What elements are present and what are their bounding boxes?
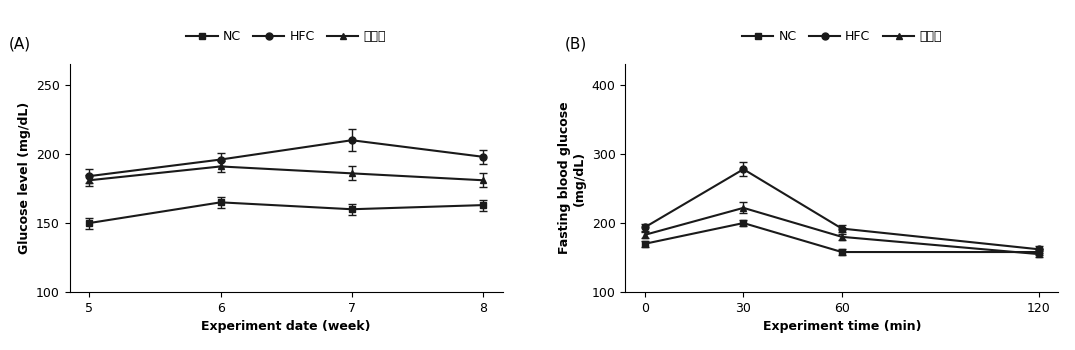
Text: (B): (B) [564,37,587,52]
X-axis label: Experiment time (min): Experiment time (min) [762,320,921,333]
X-axis label: Experiment date (week): Experiment date (week) [201,320,371,333]
Text: (A): (A) [9,37,31,52]
Legend: NC, HFC, 약모밀: NC, HFC, 약모밀 [182,25,391,48]
Legend: NC, HFC, 약모밀: NC, HFC, 약모밀 [737,25,947,48]
Y-axis label: Glucose level (mg/dL): Glucose level (mg/dL) [17,102,30,254]
Y-axis label: Fasting blood glucose
(mg/dL): Fasting blood glucose (mg/dL) [558,102,586,254]
